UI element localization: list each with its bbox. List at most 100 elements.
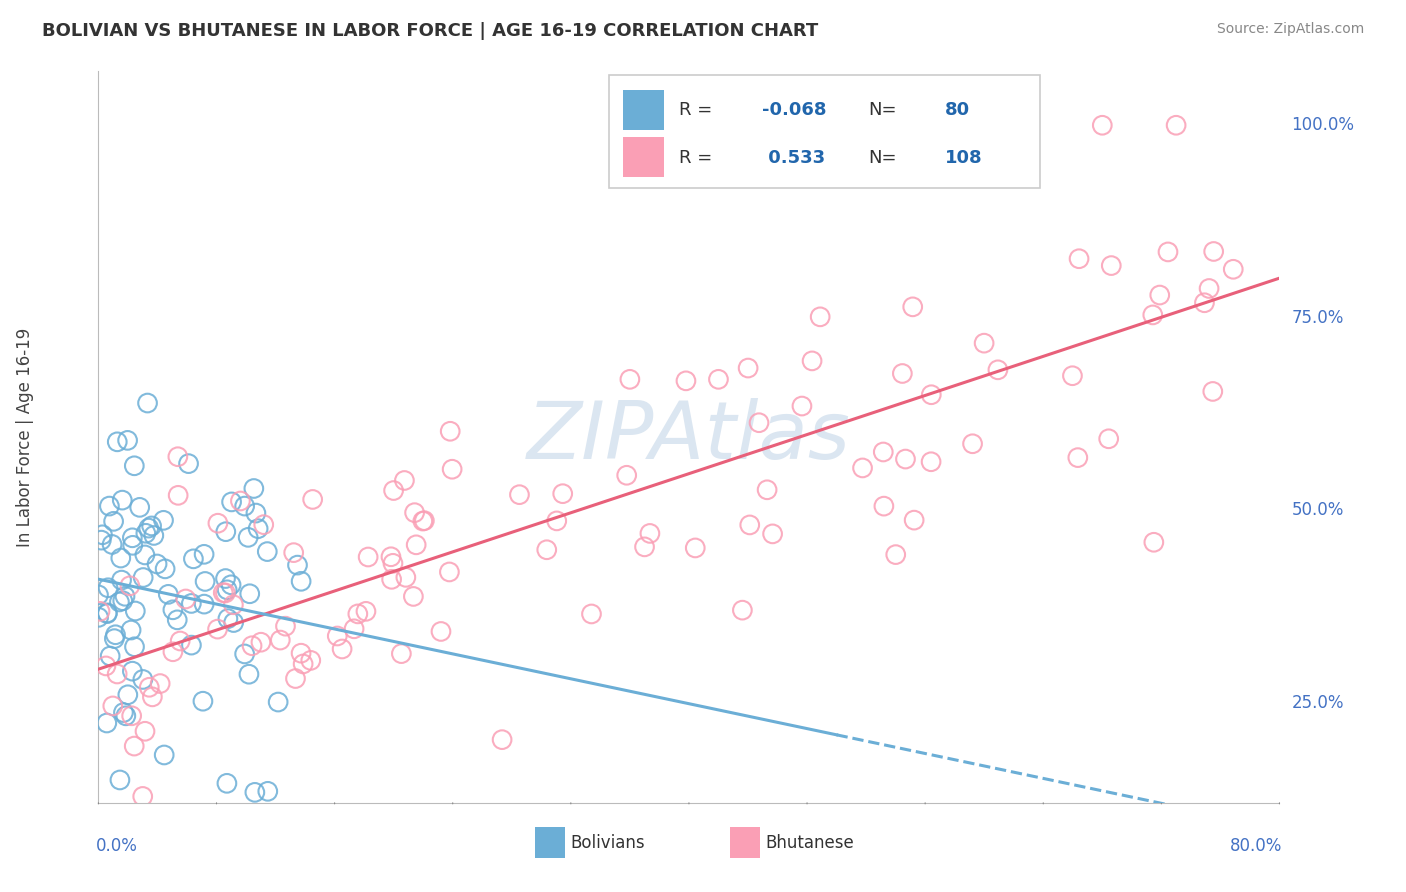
Text: 100.0%: 100.0% xyxy=(1291,116,1354,135)
Point xyxy=(1143,535,1166,549)
Point xyxy=(284,672,307,686)
Point xyxy=(551,486,574,500)
Point xyxy=(162,645,184,659)
Point xyxy=(214,572,236,586)
Point xyxy=(222,615,245,630)
Point xyxy=(233,647,256,661)
Point xyxy=(247,522,270,536)
Point xyxy=(118,579,141,593)
Point xyxy=(124,458,146,473)
Text: BOLIVIAN VS BHUTANESE IN LABOR FORCE | AGE 16-19 CORRELATION CHART: BOLIVIAN VS BHUTANESE IN LABOR FORCE | A… xyxy=(42,22,818,40)
Point xyxy=(536,542,558,557)
Point xyxy=(1091,118,1114,132)
Point xyxy=(299,653,322,667)
Point xyxy=(381,557,404,571)
Point xyxy=(872,445,894,459)
Point xyxy=(1142,308,1164,322)
Point xyxy=(212,585,235,599)
Point xyxy=(395,570,418,584)
Point xyxy=(97,581,120,595)
Point xyxy=(441,462,464,476)
Point xyxy=(105,434,128,449)
Point xyxy=(491,732,513,747)
Point xyxy=(738,517,761,532)
Point xyxy=(96,607,118,621)
Point xyxy=(128,500,150,515)
Point xyxy=(901,300,924,314)
Point xyxy=(1062,368,1084,383)
Point xyxy=(177,457,200,471)
Point xyxy=(290,646,312,660)
Point xyxy=(87,588,110,602)
Point xyxy=(851,461,873,475)
Point xyxy=(1098,432,1121,446)
Point xyxy=(141,519,163,533)
Point xyxy=(581,607,603,621)
Point xyxy=(920,388,942,402)
Point xyxy=(675,374,697,388)
Point xyxy=(87,610,110,624)
Point xyxy=(239,587,262,601)
Point xyxy=(973,336,995,351)
Text: N=: N= xyxy=(869,101,897,120)
Point xyxy=(987,363,1010,377)
Point xyxy=(1149,288,1171,302)
Point xyxy=(761,527,783,541)
Point xyxy=(162,603,184,617)
Point xyxy=(217,612,239,626)
Point xyxy=(134,548,156,562)
Text: 80: 80 xyxy=(945,101,970,120)
Point xyxy=(287,558,309,573)
Point xyxy=(169,634,191,648)
Point xyxy=(152,513,174,527)
Point xyxy=(405,538,427,552)
Point xyxy=(243,482,266,496)
Point xyxy=(114,589,136,603)
Point xyxy=(121,531,143,545)
Point xyxy=(962,436,984,450)
Text: 25.0%: 25.0% xyxy=(1291,694,1344,712)
Point xyxy=(166,450,188,464)
Point xyxy=(91,528,114,542)
Point xyxy=(250,635,273,649)
Point xyxy=(180,638,202,652)
Point xyxy=(731,603,754,617)
Point xyxy=(221,495,243,509)
Point xyxy=(1099,259,1122,273)
Point xyxy=(112,706,135,720)
Point xyxy=(253,517,276,532)
Point xyxy=(120,623,142,637)
Point xyxy=(108,595,131,609)
Point xyxy=(1157,244,1180,259)
Point xyxy=(135,526,157,541)
Point xyxy=(96,606,118,620)
Point xyxy=(292,657,315,671)
Point xyxy=(274,619,297,633)
Point xyxy=(217,582,239,597)
Point xyxy=(94,659,117,673)
Point xyxy=(132,673,155,687)
Point xyxy=(508,488,530,502)
Point xyxy=(1198,281,1220,295)
Point xyxy=(238,667,260,681)
Point xyxy=(103,632,125,646)
Point xyxy=(89,604,111,618)
Point xyxy=(283,546,305,560)
Point xyxy=(180,597,202,611)
Point xyxy=(101,698,124,713)
Point xyxy=(1202,384,1225,399)
Point xyxy=(114,708,136,723)
Point xyxy=(132,570,155,584)
Text: -0.068: -0.068 xyxy=(762,101,827,120)
Point xyxy=(394,474,416,488)
Point xyxy=(808,310,831,324)
Point xyxy=(229,494,252,508)
Point xyxy=(884,548,907,562)
Point xyxy=(1067,450,1090,465)
Point xyxy=(138,680,160,694)
Point xyxy=(439,424,461,438)
Point xyxy=(330,642,353,657)
Point xyxy=(108,772,131,787)
Point xyxy=(136,396,159,410)
Point xyxy=(756,483,779,497)
